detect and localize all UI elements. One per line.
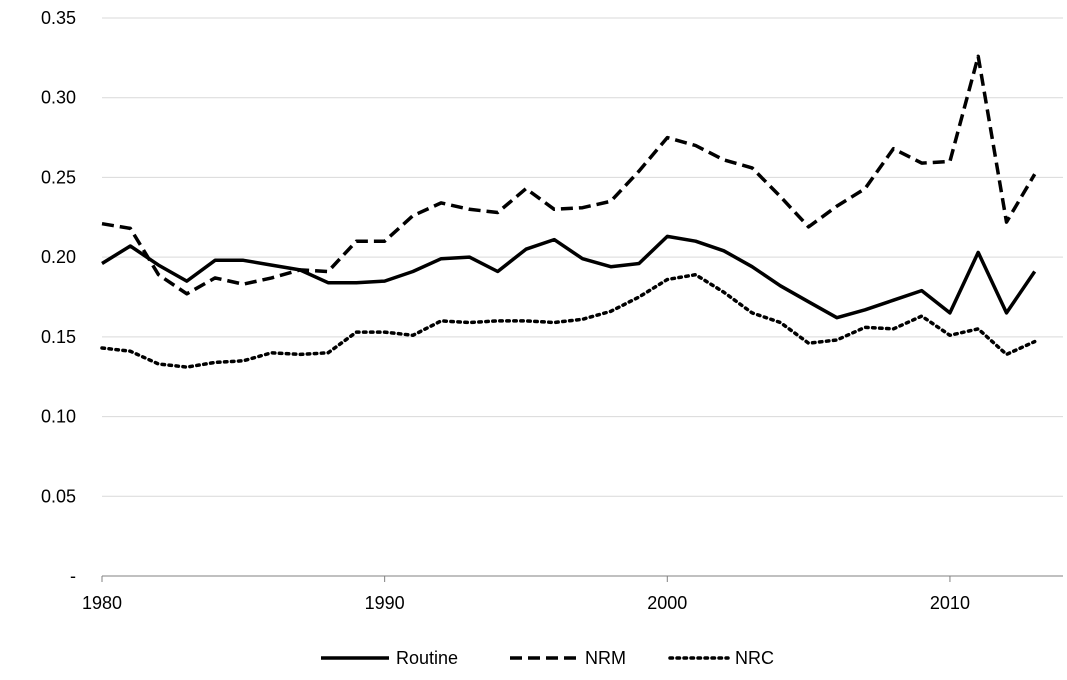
y-tick-label: 0.05 (41, 486, 76, 506)
x-tick-label: 1990 (365, 593, 405, 613)
y-tick-label: 0.20 (41, 247, 76, 267)
y-tick-label: 0.25 (41, 167, 76, 187)
series-lines (100, 54, 1037, 369)
x-tick-label: 2010 (930, 593, 970, 613)
series-line-nrc (100, 272, 1037, 369)
legend-label-nrm: NRM (585, 648, 626, 668)
gridlines (102, 17, 1063, 497)
series-line-nrm (101, 54, 1037, 296)
y-tick-label: 0.30 (41, 88, 76, 108)
x-tick-label: 2000 (647, 593, 687, 613)
y-tick-label: 0.10 (41, 407, 76, 427)
legend: Routine NRM NRC (321, 648, 774, 668)
legend-label-nrc: NRC (735, 648, 774, 668)
y-tick-label: 0.15 (41, 327, 76, 347)
axes: - 0.05 0.10 0.15 0.20 0.25 0.30 0.35 1980 1990 200… (41, 8, 1063, 613)
y-tick-label: - (70, 566, 76, 586)
legend-label-routine: Routine (396, 648, 458, 668)
x-tick-label: 1980 (82, 593, 122, 613)
y-tick-label: 0.35 (41, 8, 76, 28)
series-line-routine (101, 234, 1037, 320)
